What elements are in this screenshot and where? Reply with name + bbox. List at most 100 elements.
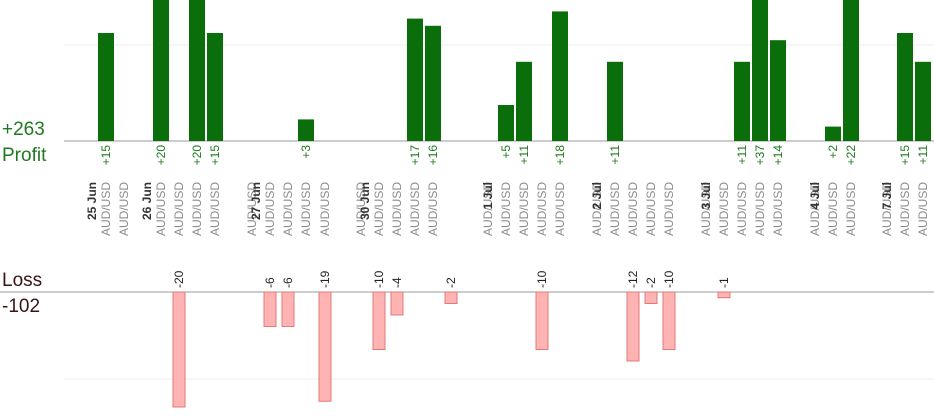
date-label: 26 Jun [140,182,154,220]
pair-label: AUD/USD [190,182,204,236]
loss-value-label: -12 [626,270,640,288]
pair-label: AUD/USD [608,182,622,236]
profit-value-label: +3 [299,145,313,159]
profit-value-label: +18 [553,145,567,166]
pair-label: AUD/USD [517,182,531,236]
profit-bar [734,61,750,141]
pair-label: AUD/USD [590,182,604,236]
profit-bar [498,105,514,141]
pair-label: AUD/USD [481,182,495,236]
loss-total: -102 [2,296,41,317]
profit-bar [897,33,913,141]
pair-label: AUD/USD [644,182,658,236]
pair-label: AUD/USD [916,182,930,236]
profit-value-label: +5 [499,145,513,159]
profit-value-label: +11 [916,145,930,165]
profit-bar [98,33,114,141]
profit-value-label: +20 [154,145,168,166]
loss-value-label: -10 [535,270,549,288]
date-label: 2 Jul [590,182,604,209]
profit-bar [425,25,441,141]
profit-bar [516,61,532,141]
pair-label: AUD/USD [535,182,549,236]
loss-value-label: -10 [372,270,386,288]
date-label: 4 Jul [808,182,822,209]
pair-label: AUD/USD [354,182,368,236]
pair-label: AUD/USD [699,182,713,236]
date-label: 27 Jun [249,182,263,220]
profit-bar [407,18,423,142]
loss-value-label: -1 [717,277,731,288]
date-label: 3 Jul [699,182,713,209]
profit-bar [915,61,931,141]
loss-bar [626,291,640,362]
loss-bar [662,291,676,350]
pair-label: AUD/USD [662,182,676,236]
pair-label: AUD/USD [880,182,894,236]
pair-label: AUD/USD [390,182,404,236]
profit-value-label: +2 [826,145,840,159]
pair-label: AUD/USD [553,182,567,236]
profit-bar [153,0,169,141]
profit-value-label: +11 [608,145,622,165]
loss-bar [717,291,731,299]
profit-bar [752,0,768,141]
profit-value-label: +15 [898,145,912,166]
pair-label: AUD/USD [898,182,912,236]
pair-label: AUD/USD [263,182,277,236]
pair-label: AUD/USD [808,182,822,236]
profit-bar [298,119,314,141]
loss-bar [644,291,658,304]
pair-label: AUD/USD [426,182,440,236]
pair-label: AUD/USD [172,182,186,236]
pair-label: AUD/USD [717,182,731,236]
profit-bar [207,33,223,141]
loss-bar [535,291,549,350]
pair-label: AUD/USD [626,182,640,236]
loss-value-label: -4 [390,277,404,288]
profit-bar [770,40,786,142]
profit-value-label: +16 [426,145,440,166]
profit-total: +263 [2,119,45,140]
profit-bar [607,61,623,141]
loss-bar [390,291,404,316]
loss-value-label: -6 [263,277,277,288]
profit-value-label: +15 [99,145,113,166]
loss-value-label: -2 [444,277,458,288]
loss-value-label: -6 [281,277,295,288]
profit-value-label: +11 [735,145,749,165]
pair-label: AUD/USD [844,182,858,236]
profit-label: Profit [2,145,47,166]
pair-label: AUD/USD [372,182,386,236]
profit-value-label: +15 [208,145,222,166]
pair-label: AUD/USD [245,182,259,236]
loss-bar [263,291,277,327]
pair-label: AUD/USD [208,182,222,236]
date-label: 7 Jul [880,182,894,209]
pair-label: AUD/USD [299,182,313,236]
profit-value-label: +20 [190,145,204,166]
pair-label: AUD/USD [281,182,295,236]
profit-value-label: +14 [771,145,785,166]
profit-bar [552,11,568,142]
loss-bar [372,291,386,350]
pair-label: AUD/USD [499,182,513,236]
loss-value-label: -2 [644,277,658,288]
profit-value-label: +22 [844,145,858,166]
profit-bar [825,126,841,141]
profit-value-label: +17 [408,145,422,166]
date-label: 30 Jun [358,182,372,220]
pair-label: AUD/USD [753,182,767,236]
loss-bar [172,291,186,408]
pair-label: AUD/USD [99,182,113,236]
pair-label: AUD/USD [318,182,332,236]
loss-label: Loss [2,270,43,291]
date-label: 1 Jul [481,182,495,209]
pair-label: AUD/USD [154,182,168,236]
profit-value-label: +37 [753,145,767,166]
loss-value-label: -10 [662,270,676,288]
pair-label: AUD/USD [826,182,840,236]
loss-value-label: -19 [318,270,332,288]
profit-bar [843,0,859,141]
